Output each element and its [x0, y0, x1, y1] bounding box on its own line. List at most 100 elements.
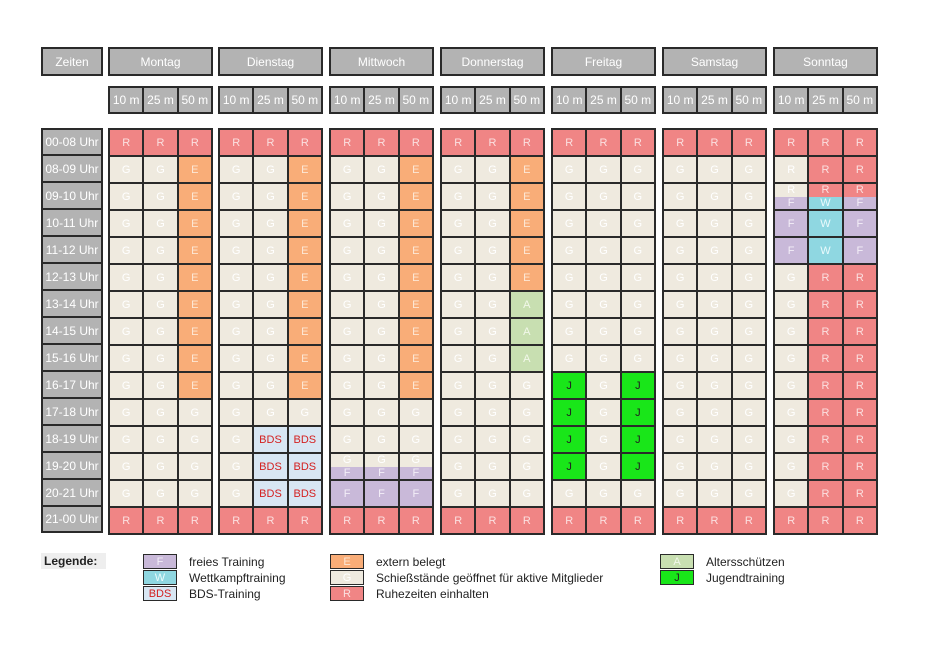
schedule-cell: E — [399, 211, 432, 236]
cell-code: W — [809, 211, 842, 236]
schedule-cell: G — [110, 184, 143, 209]
cell-code: G — [220, 238, 253, 263]
schedule-cell: R — [843, 400, 876, 425]
cell-code: R — [587, 508, 620, 533]
cell-code: G — [732, 454, 765, 479]
cell-code: G — [732, 481, 765, 506]
schedule-cell: G — [254, 373, 287, 398]
cell-code: G — [331, 427, 364, 452]
cell-code: G — [442, 184, 475, 209]
zeiten-header: Zeiten — [41, 47, 103, 76]
cell-code: J — [621, 427, 654, 452]
lane-header: 10 m — [331, 88, 364, 112]
schedule-cell: G — [510, 373, 543, 398]
schedule-cell: R — [442, 508, 475, 533]
cell-code: G — [365, 157, 398, 182]
cell-code: G — [664, 346, 697, 371]
cell-code: R — [110, 508, 143, 533]
cell-code: G — [664, 481, 697, 506]
cell-code: G — [442, 238, 475, 263]
cell-code: R — [732, 508, 765, 533]
cell-code: G — [775, 373, 808, 398]
schedule-cell: R — [843, 319, 876, 344]
cell-code: G — [178, 481, 211, 506]
cell-code: G — [698, 454, 731, 479]
schedule-cell: G — [664, 481, 697, 506]
cell-code: G — [331, 157, 364, 182]
time-label: 08-09 Uhr — [41, 155, 103, 182]
schedule-cell: G — [110, 481, 143, 506]
cell-code: G — [775, 454, 808, 479]
cell-code: G — [587, 346, 620, 371]
schedule-cell: G — [732, 211, 765, 236]
legend-swatch: G — [330, 570, 364, 585]
time-label: 20-21 Uhr — [41, 479, 103, 506]
cell-code: G — [220, 373, 253, 398]
schedule-cell: G — [220, 211, 253, 236]
cell-code: G — [732, 265, 765, 290]
schedule-cell: R — [809, 157, 842, 182]
cell-code: G — [698, 238, 731, 263]
cell-code: E — [178, 157, 211, 182]
schedule-cell: G — [178, 454, 211, 479]
cell-code: R — [843, 130, 876, 155]
schedule-cell: G — [254, 238, 287, 263]
cell-code: G — [587, 292, 620, 317]
cell-code: R — [843, 157, 876, 182]
cell-code: G — [110, 427, 143, 452]
schedule-cell: G — [110, 157, 143, 182]
schedule-cell: G — [254, 211, 287, 236]
schedule-cell: G — [220, 373, 253, 398]
cell-code: J — [553, 454, 586, 479]
cell-code: BDS — [288, 427, 321, 452]
schedule-cell: G — [553, 346, 586, 371]
cell-code: A — [510, 319, 543, 344]
schedule-cell: G — [510, 454, 543, 479]
schedule-cell: R — [843, 130, 876, 155]
cell-code: G — [365, 373, 398, 398]
schedule-cell: G — [732, 481, 765, 506]
schedule-cell: G — [254, 346, 287, 371]
cell-code: G — [331, 238, 364, 263]
schedule-cell: G — [587, 373, 620, 398]
cell-code: G — [698, 292, 731, 317]
cell-code: G — [775, 319, 808, 344]
cell-code: R — [843, 508, 876, 533]
schedule-cell: G — [587, 454, 620, 479]
schedule-cell: G — [442, 319, 475, 344]
cell-code: G — [144, 265, 177, 290]
schedule-cell: G — [732, 373, 765, 398]
cell-code: R — [843, 184, 876, 197]
schedule-cell: G — [587, 157, 620, 182]
cell-code: G — [254, 184, 287, 209]
lane-header: 50 m — [843, 88, 876, 112]
schedule-cell: R — [843, 508, 876, 533]
lane-header: 10 m — [110, 88, 143, 112]
cell-code: R — [809, 292, 842, 317]
schedule-cell: G — [178, 427, 211, 452]
schedule-cell: G — [442, 346, 475, 371]
cell-code: E — [399, 373, 432, 398]
cell-code: G — [476, 400, 509, 425]
cell-code: G — [178, 400, 211, 425]
cell-code: R — [809, 346, 842, 371]
schedule-cell: E — [288, 265, 321, 290]
cell-code: G — [331, 319, 364, 344]
cell-code: G — [698, 319, 731, 344]
schedule-cell: E — [510, 238, 543, 263]
legend-item: G Schießstände geöffnet für aktive Mitgli… — [330, 570, 603, 585]
cell-code: R — [809, 373, 842, 398]
cell-code: G — [442, 265, 475, 290]
schedule-cell: R — [809, 427, 842, 452]
schedule-cell: G — [442, 265, 475, 290]
cell-code: R — [843, 400, 876, 425]
schedule-cell: G — [698, 265, 731, 290]
schedule-cell: G — [621, 238, 654, 263]
schedule-cell: G — [732, 238, 765, 263]
schedule-cell: G — [775, 454, 808, 479]
schedule-cell: G — [732, 454, 765, 479]
schedule-cell: G — [621, 184, 654, 209]
cell-code: G — [365, 319, 398, 344]
